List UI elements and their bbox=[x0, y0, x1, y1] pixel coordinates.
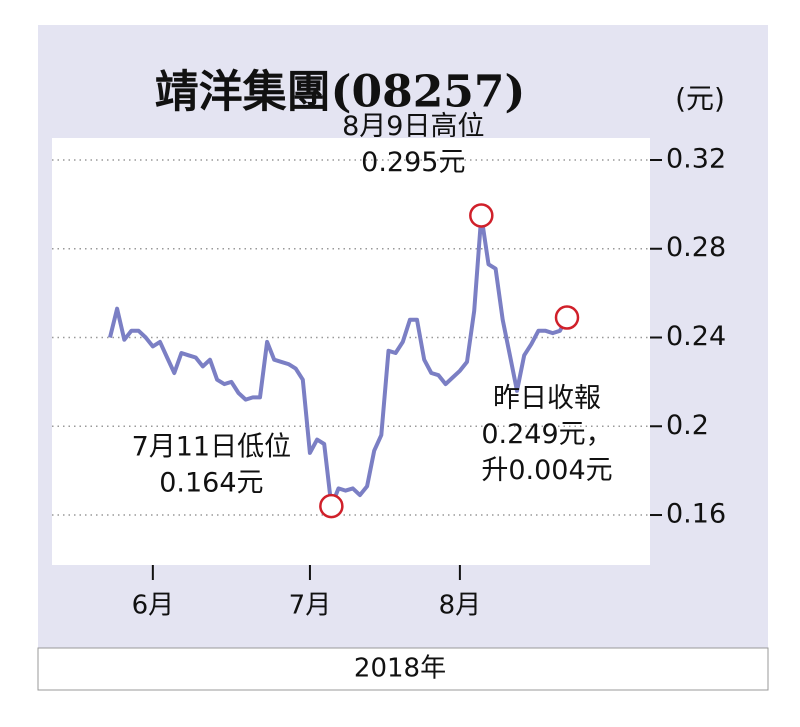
x-tick-label: 7月 bbox=[289, 591, 332, 621]
y-tick-label: 0.24 bbox=[666, 321, 726, 352]
annotation: 7月11日低位 bbox=[132, 432, 292, 463]
y-tick-label: 0.32 bbox=[666, 143, 726, 174]
annotation: 0.249元， bbox=[481, 419, 612, 450]
annotation: 昨日收報 bbox=[493, 383, 601, 414]
marker bbox=[554, 305, 580, 330]
x-axis-label: 2018年 bbox=[354, 654, 446, 684]
price-line bbox=[108, 213, 569, 509]
x-label-band bbox=[37, 647, 769, 691]
y-tick-label: 0.16 bbox=[666, 499, 726, 530]
marker bbox=[319, 493, 344, 519]
y-tick-label: 0.28 bbox=[666, 232, 726, 263]
annotation: 0.295元 bbox=[361, 147, 465, 178]
y-unit: (元) bbox=[675, 82, 725, 115]
marker bbox=[469, 203, 494, 228]
annotation: 0.164元 bbox=[159, 468, 263, 499]
chart-title: 靖洋集團(08257) bbox=[155, 67, 526, 118]
annotation: 升0.004元 bbox=[481, 455, 612, 486]
plot-area bbox=[52, 138, 650, 565]
x-tick-label: 8月 bbox=[439, 591, 482, 621]
y-tick-label: 0.2 bbox=[666, 410, 709, 441]
annotation: 8月9日高位 bbox=[342, 111, 484, 142]
x-tick-label: 6月 bbox=[132, 591, 175, 621]
